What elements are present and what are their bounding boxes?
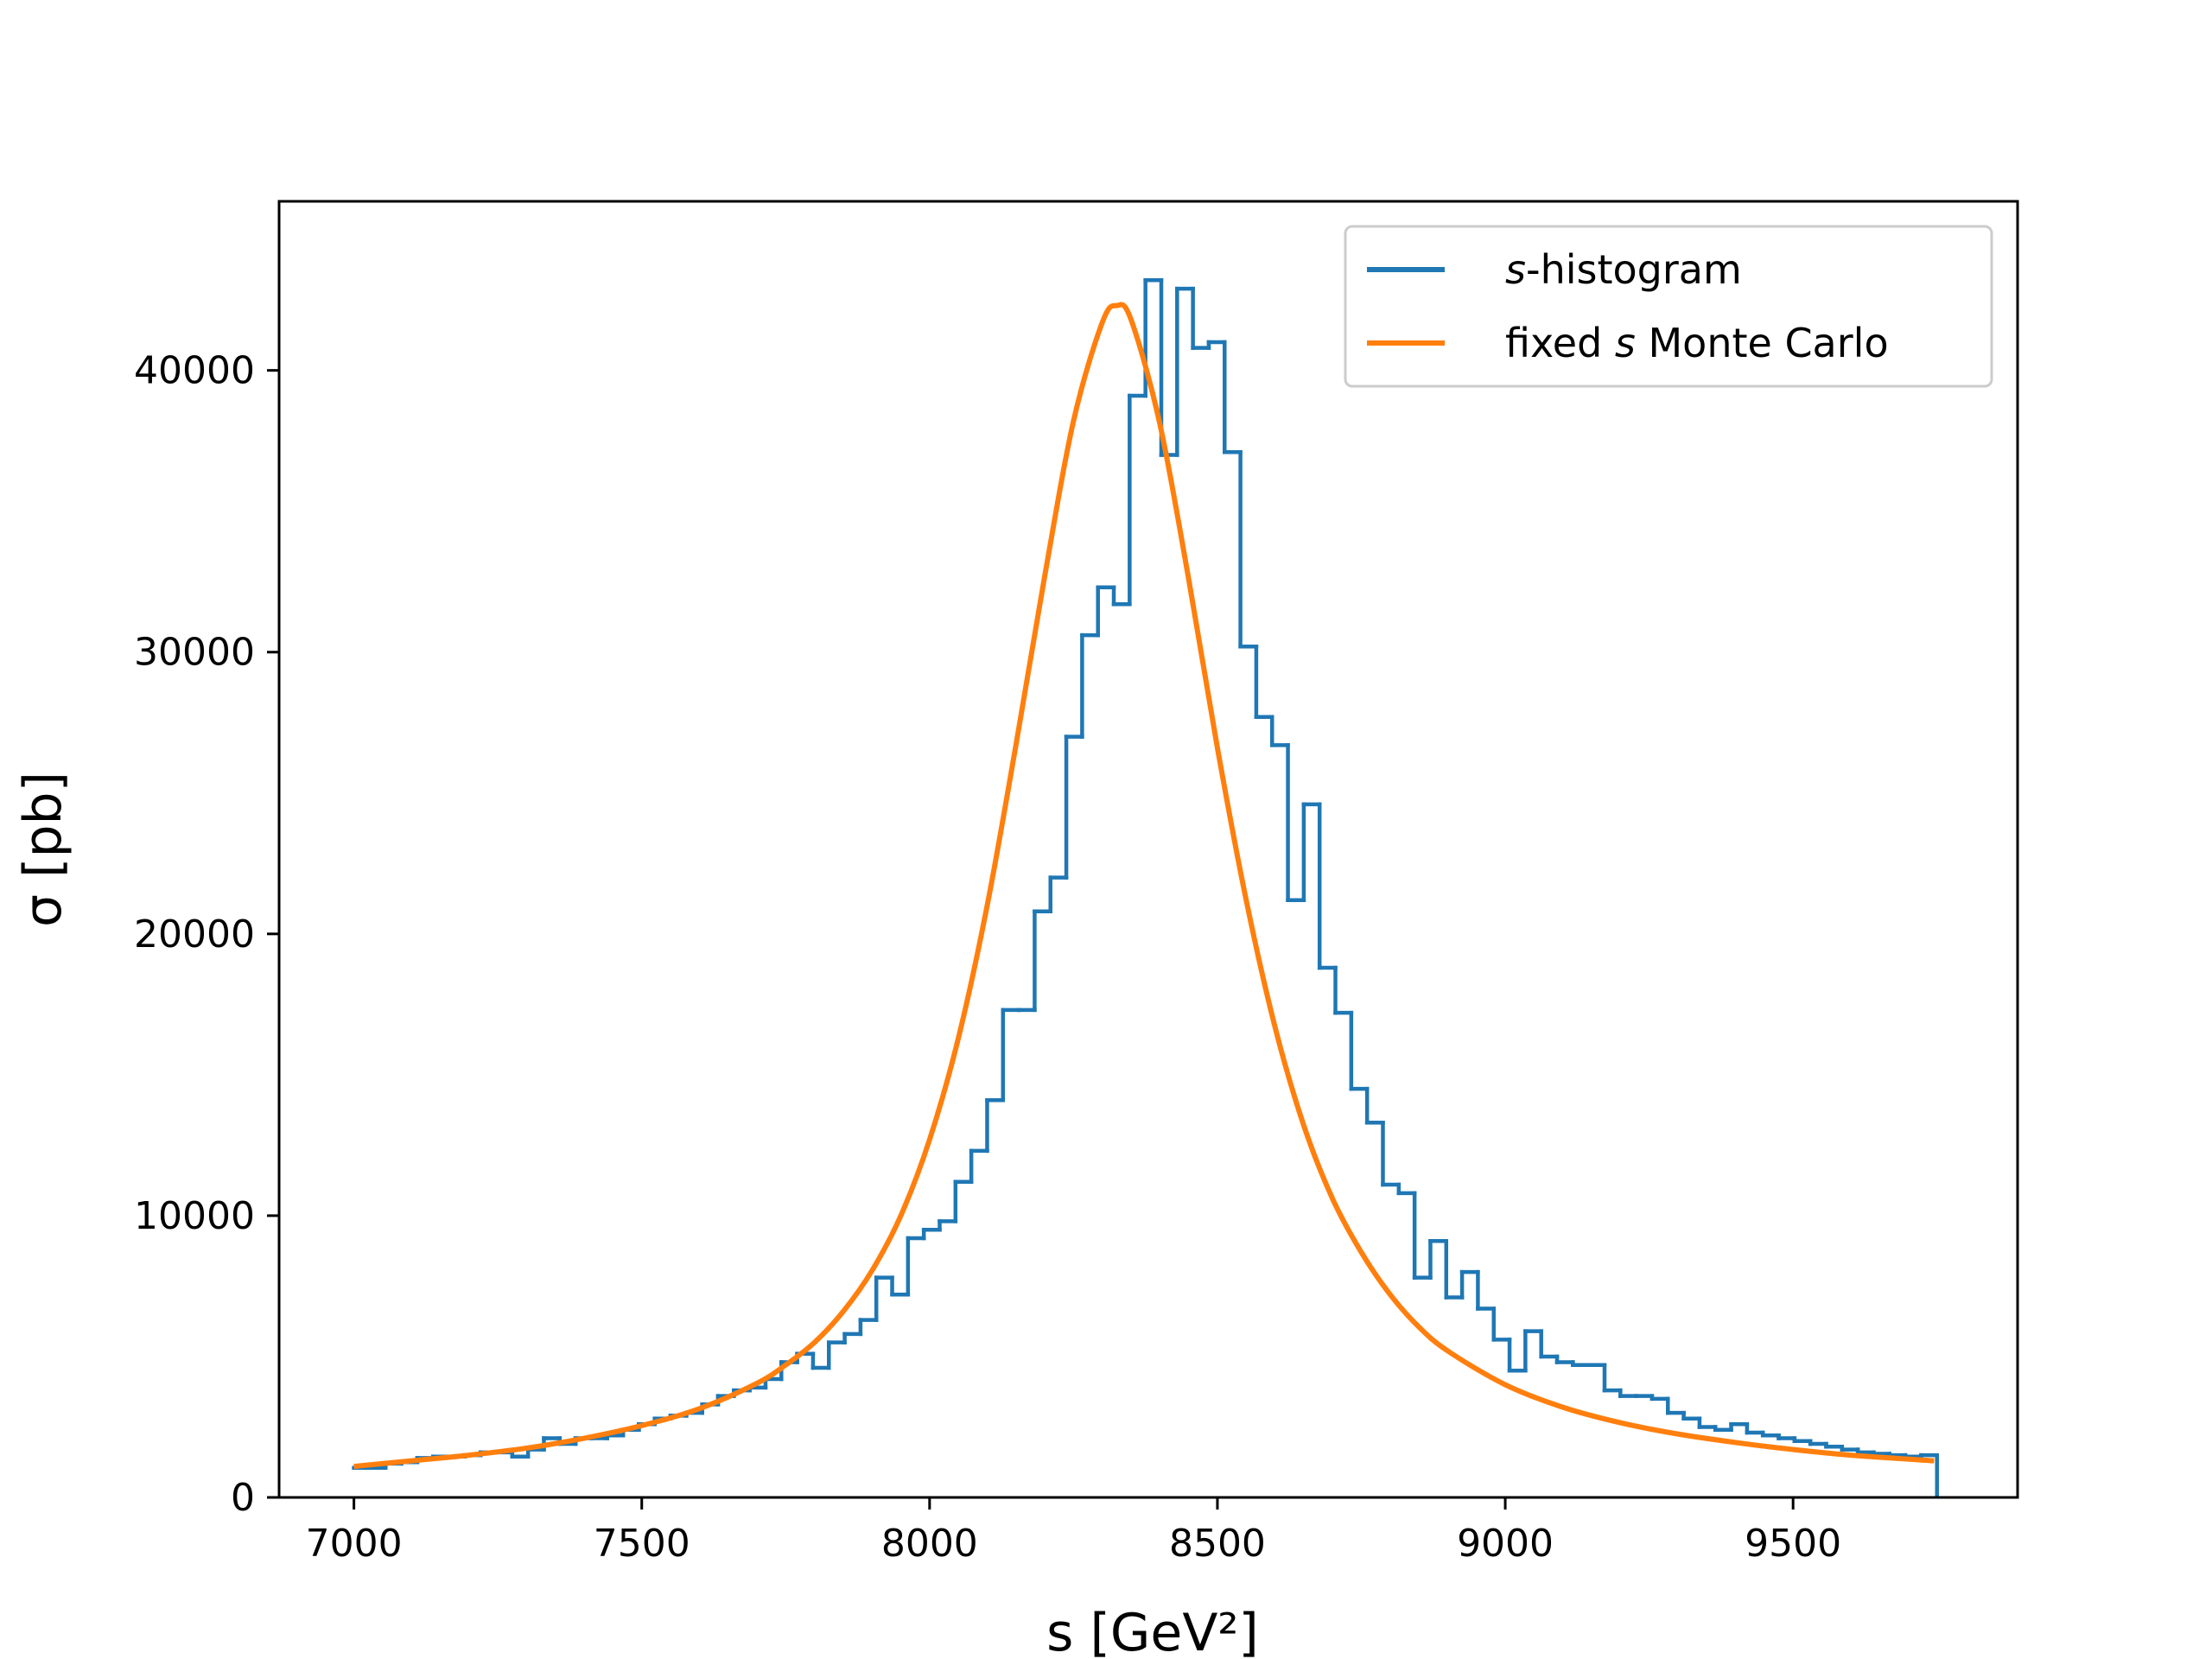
y-tick-label: 20000 (134, 912, 255, 957)
y-axis: 0 10000 20000 30000 40000 (134, 349, 279, 1520)
axes-frame (277, 200, 2019, 1499)
x-tick-label: 8000 (881, 1522, 978, 1566)
y-axis-label: σ [pb] (13, 772, 73, 927)
legend-label: fixed s Monte Carlo (1505, 320, 1889, 366)
series-layer (352, 278, 1939, 1497)
x-tick-label: 8500 (1169, 1522, 1266, 1566)
legend: s-histogram fixed s Monte Carlo (1344, 225, 1993, 388)
x-axis: 7000 7500 8000 8500 9000 9500 (306, 1497, 1841, 1566)
y-tick-label: 10000 (134, 1194, 255, 1238)
y-tick-label: 30000 (134, 631, 255, 675)
legend-label: s-histogram (1505, 246, 1742, 293)
x-axis-label: s [GeV²] (1046, 1603, 1259, 1659)
x-tick-label: 9500 (1745, 1522, 1841, 1566)
plot-area (277, 200, 2019, 1499)
x-tick-label: 7000 (306, 1522, 403, 1566)
y-tick-label: 0 (231, 1476, 255, 1520)
x-tick-label: 9000 (1457, 1522, 1554, 1566)
monte-carlo-curve (353, 302, 1935, 1470)
y-tick-label: 40000 (134, 349, 255, 393)
legend-box (1344, 225, 1993, 388)
x-tick-label: 7500 (594, 1522, 690, 1566)
histogram-series (352, 278, 1939, 1497)
